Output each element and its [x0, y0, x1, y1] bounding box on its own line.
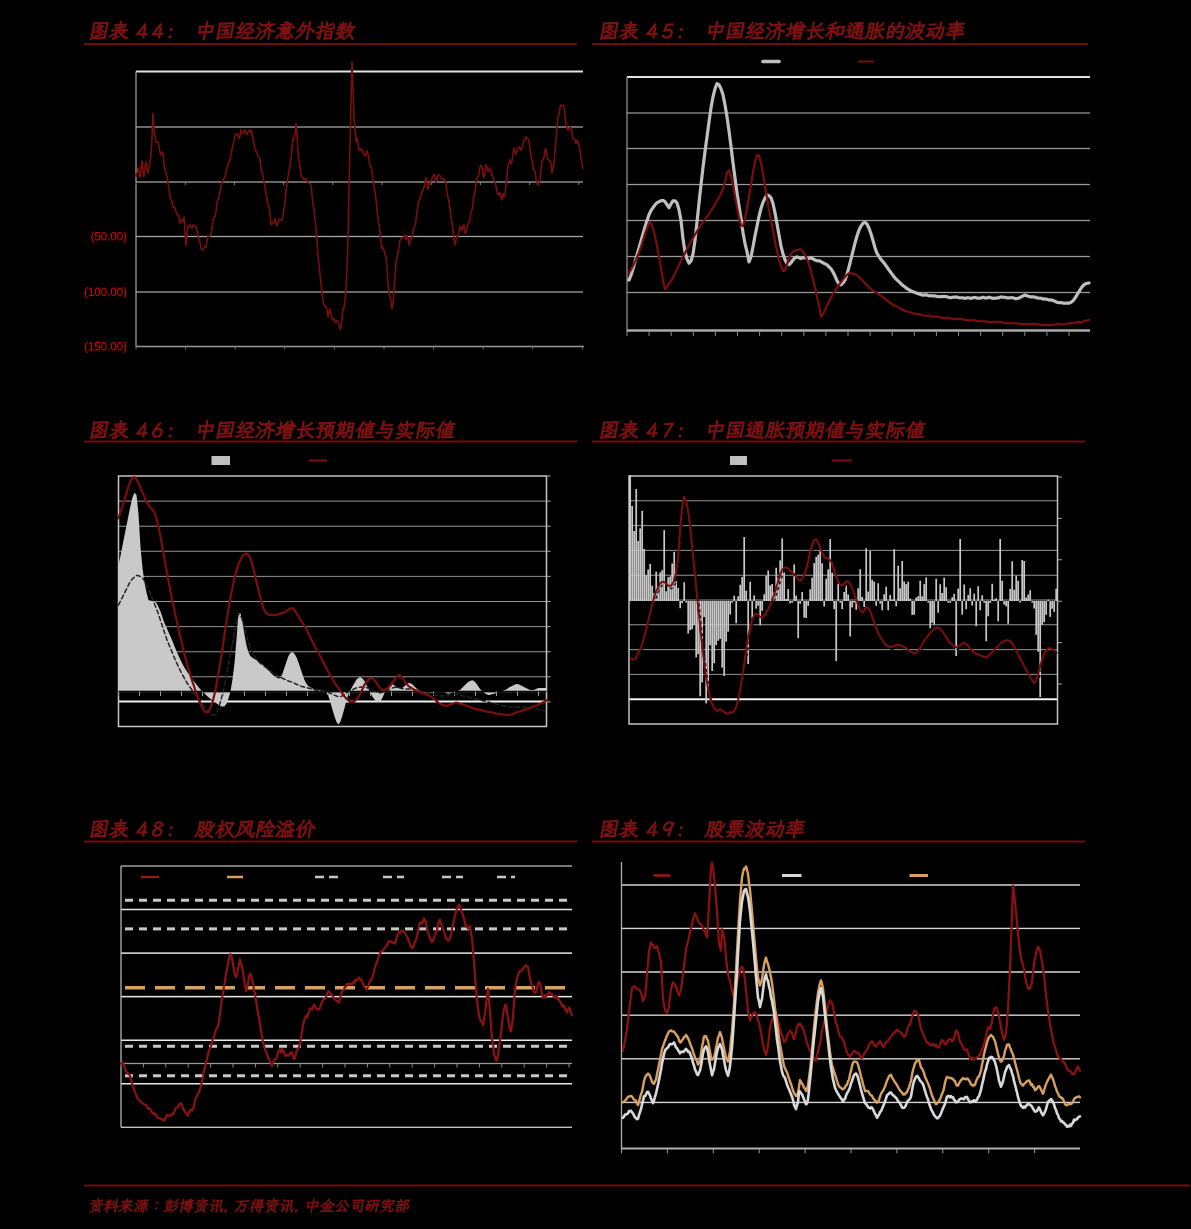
svg-text:(100.00): (100.00): [84, 287, 127, 299]
svg-text:(50.00): (50.00): [91, 232, 128, 244]
svg-text:(150.00): (150.00): [84, 342, 127, 354]
